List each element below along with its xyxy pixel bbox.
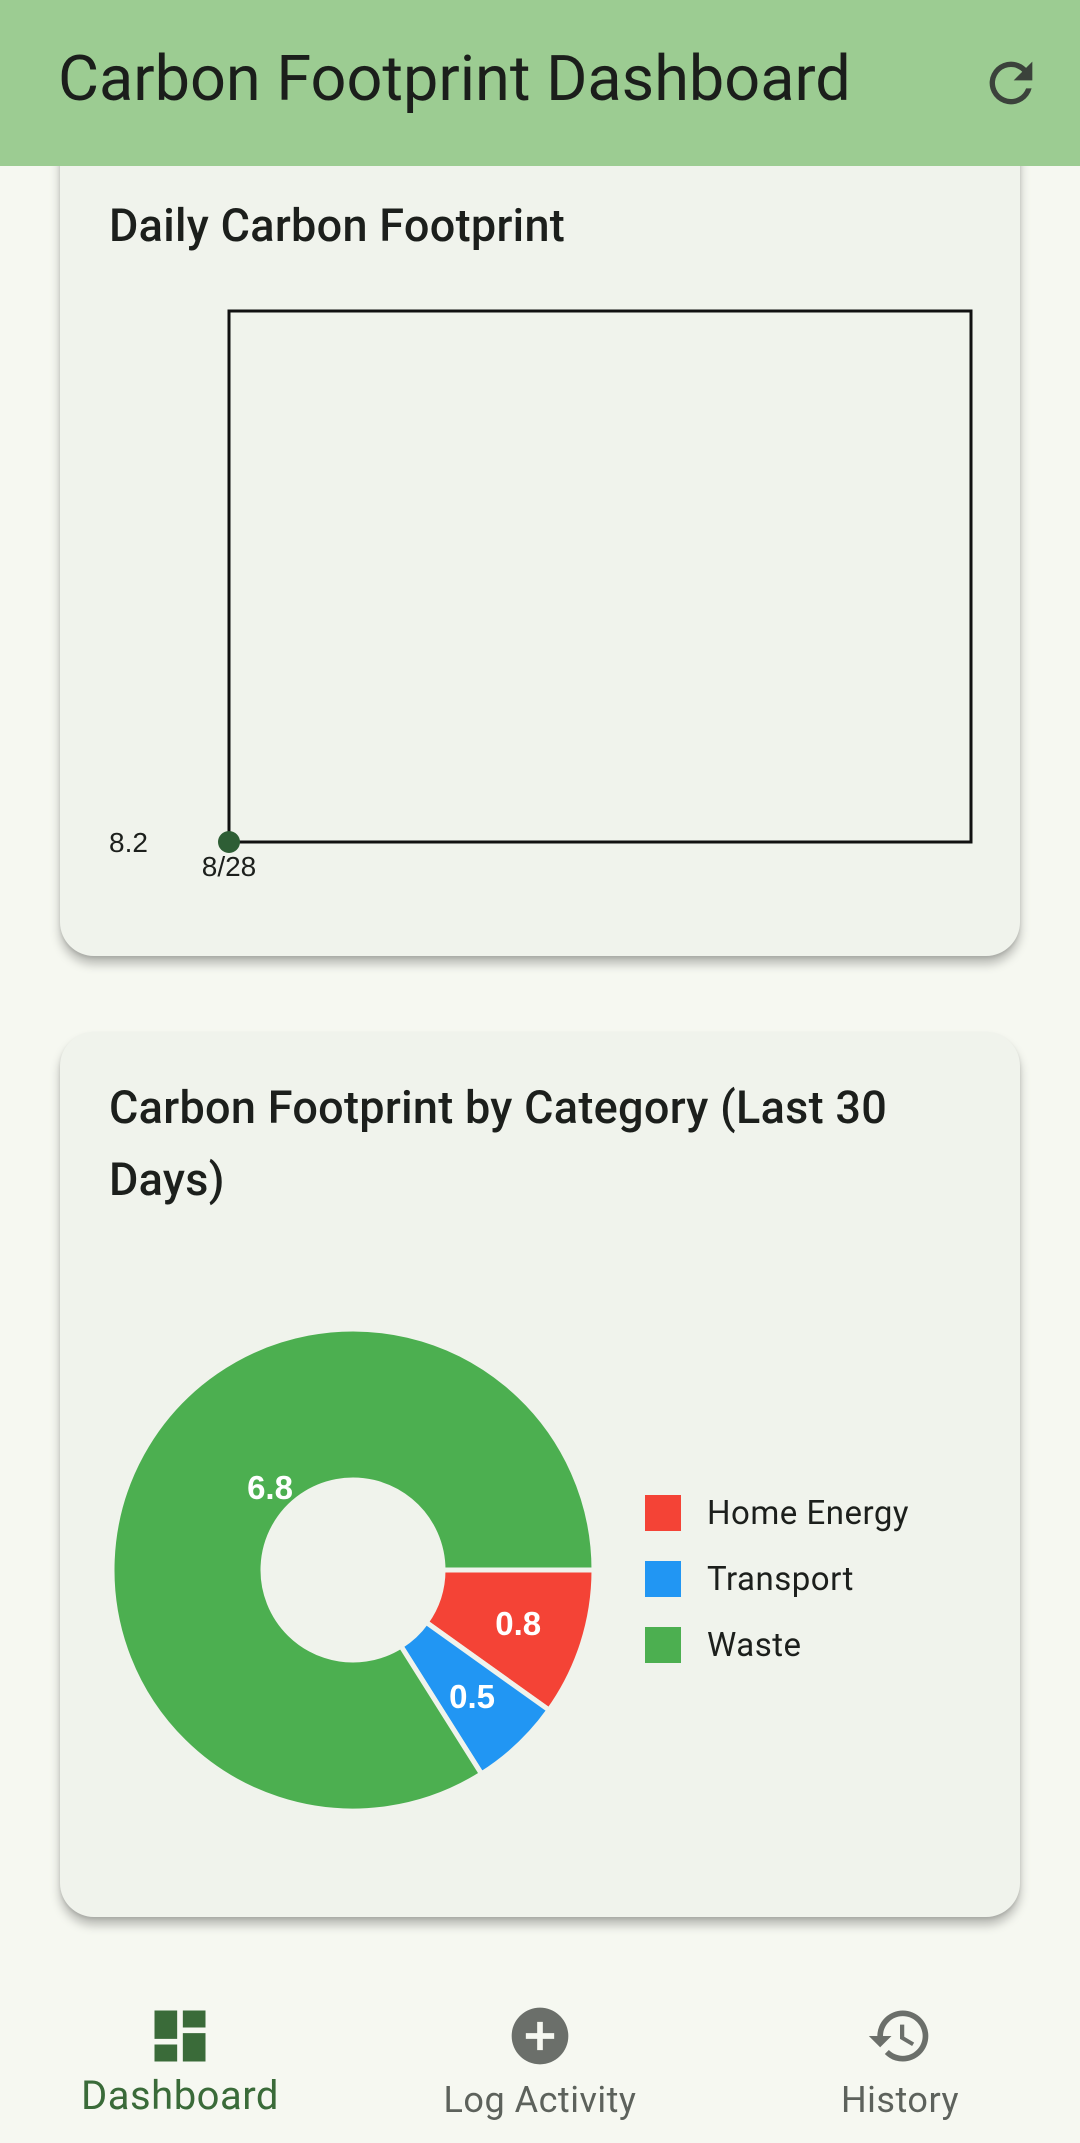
legend-item: Home Energy bbox=[645, 1480, 909, 1546]
slice-value-label: 6.8 bbox=[247, 1469, 293, 1506]
bottom-navigation: Dashboard Log Activity History bbox=[0, 1972, 1080, 2143]
nav-dashboard[interactable]: Dashboard bbox=[0, 1972, 360, 2143]
nav-log-activity[interactable]: Log Activity bbox=[360, 1972, 720, 2143]
plot-area-border bbox=[227, 309, 973, 844]
nav-history[interactable]: History bbox=[720, 1972, 1080, 2143]
legend-swatch bbox=[645, 1561, 681, 1597]
add-circle-icon bbox=[511, 2007, 569, 2065]
refresh-icon bbox=[989, 61, 1033, 105]
history-icon bbox=[868, 2010, 929, 2062]
legend-label: Transport bbox=[707, 1559, 854, 1599]
nav-label: Log Activity bbox=[443, 2079, 637, 2121]
chart-legend: Home Energy Transport Waste bbox=[645, 1480, 909, 1678]
legend-swatch bbox=[645, 1495, 681, 1531]
legend-label: Home Energy bbox=[707, 1493, 909, 1533]
legend-item: Waste bbox=[645, 1612, 909, 1678]
legend-swatch bbox=[645, 1627, 681, 1663]
slice-value-label: 0.8 bbox=[495, 1605, 541, 1642]
x-tick-label: 8/28 bbox=[202, 851, 257, 882]
data-point bbox=[218, 831, 240, 853]
daily-line-chart: 8.2 8/28 bbox=[109, 309, 973, 882]
app-bar: Carbon Footprint Dashboard bbox=[0, 0, 1080, 166]
category-footprint-card: Carbon Footprint by Category (Last 30 Da… bbox=[60, 1032, 1020, 1917]
daily-chart-title: Daily Carbon Footprint bbox=[109, 199, 566, 252]
legend-item: Transport bbox=[645, 1546, 909, 1612]
nav-label: History bbox=[840, 2079, 960, 2121]
nav-label: Dashboard bbox=[81, 2072, 279, 2119]
pie-slice bbox=[109, 1326, 597, 1814]
dashboard-icon bbox=[154, 2010, 206, 2062]
page-title: Carbon Footprint Dashboard bbox=[58, 43, 851, 116]
category-donut-chart: 0.80.5 6.8 bbox=[109, 1326, 597, 1814]
category-chart-title: Carbon Footprint by Category (Last 30 Da… bbox=[109, 1081, 888, 1206]
y-tick-label: 8.2 bbox=[109, 827, 148, 858]
refresh-button[interactable] bbox=[974, 46, 1048, 120]
slice-value-label: 0.5 bbox=[449, 1678, 495, 1715]
daily-footprint-card: Daily Carbon Footprint 8.2 8/28 bbox=[60, 100, 1020, 956]
legend-label: Waste bbox=[707, 1625, 802, 1665]
